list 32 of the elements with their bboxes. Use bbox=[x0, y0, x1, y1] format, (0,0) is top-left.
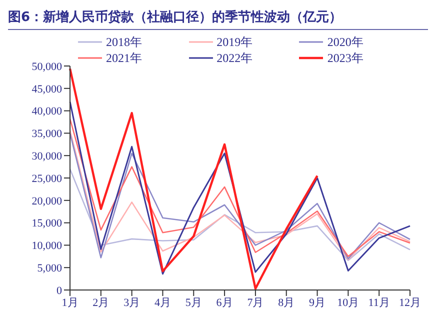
x-tick-label: 4月 bbox=[154, 296, 171, 309]
legend-label: 2018年 bbox=[106, 34, 142, 50]
legend-label: 2022年 bbox=[216, 50, 253, 66]
x-tick-label: 12月 bbox=[399, 296, 421, 309]
y-tick-label: 30,000 bbox=[32, 150, 62, 163]
y-tick-label: 10,000 bbox=[32, 240, 62, 252]
x-tick-label: 9月 bbox=[309, 296, 326, 309]
y-tick-label: 40,000 bbox=[32, 106, 62, 118]
legend-label: 2023年 bbox=[327, 50, 364, 66]
y-tick-label: 25,000 bbox=[32, 172, 62, 185]
y-tick-label: 20,000 bbox=[32, 195, 62, 208]
x-tick-label: 6月 bbox=[216, 296, 233, 309]
x-tick-label: 2月 bbox=[92, 296, 110, 309]
y-tick-label: 0 bbox=[56, 284, 62, 297]
y-tick-label: 5,000 bbox=[37, 262, 62, 275]
x-tick-label: 3月 bbox=[124, 296, 140, 309]
x-tick-label: 5月 bbox=[185, 296, 202, 309]
x-tick-label: 11月 bbox=[368, 296, 390, 309]
x-tick-label: 1月 bbox=[62, 296, 78, 309]
legend-label: 2019年 bbox=[216, 34, 253, 50]
x-tick-label: 10月 bbox=[337, 296, 360, 309]
y-tick-label: 50,000 bbox=[32, 60, 62, 73]
line-series bbox=[69, 168, 411, 262]
y-tick-label: 15,000 bbox=[32, 218, 62, 230]
legend-label: 2021年 bbox=[106, 50, 142, 66]
y-tick-label: 35,000 bbox=[32, 128, 62, 140]
x-tick-label: 8月 bbox=[278, 296, 295, 309]
y-tick-label: 45,000 bbox=[32, 83, 62, 96]
line-series bbox=[69, 101, 411, 275]
chart-title: 图6：新增人民币贷款（社融口径）的季节性波动（亿元） bbox=[8, 8, 428, 30]
legend-label: 2020年 bbox=[327, 34, 364, 50]
x-tick-label: 7月 bbox=[247, 296, 264, 309]
